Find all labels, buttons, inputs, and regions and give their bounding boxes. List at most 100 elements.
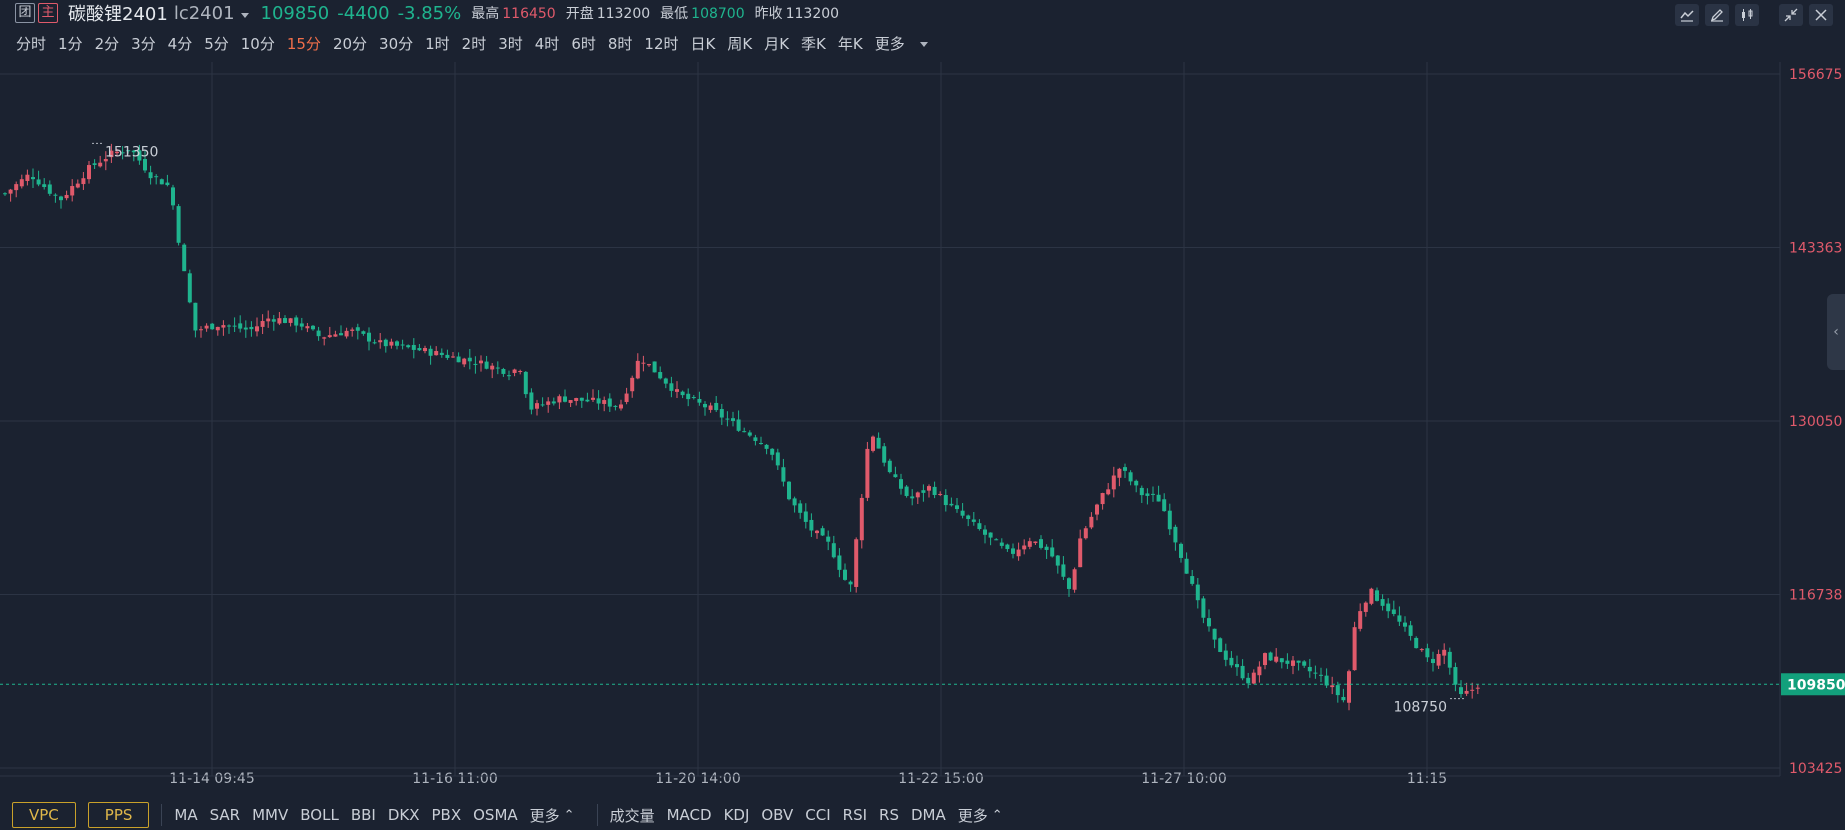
candle-body	[1117, 468, 1122, 478]
candle-body	[518, 371, 523, 373]
candle-body	[490, 365, 495, 370]
candle-body	[1100, 493, 1105, 505]
candle-body	[1375, 590, 1379, 601]
candle-body	[1201, 598, 1206, 618]
period-item[interactable]: 1分	[58, 34, 83, 53]
indicator-item[interactable]: OSMA	[473, 806, 518, 824]
candlestick-chart[interactable]: 156675 143363 130050 116738 103425 11-14 09:4…	[0, 62, 1845, 792]
vpc-tag[interactable]: VPC	[12, 802, 76, 828]
indicator-item[interactable]: KDJ	[723, 806, 750, 824]
open-label: 开盘	[565, 6, 594, 22]
draw-pen-icon[interactable]	[1705, 4, 1729, 26]
candle-body	[1291, 660, 1295, 666]
candle-body	[479, 360, 483, 364]
symbol-dropdown-icon[interactable]	[240, 12, 249, 18]
collapse-icon[interactable]	[1779, 4, 1803, 26]
candle-body	[826, 536, 831, 542]
period-item[interactable]: 5分	[204, 34, 229, 53]
candle-body	[1296, 660, 1301, 663]
candle-body	[983, 529, 987, 535]
symbol-name[interactable]: 碳酸锂2401	[68, 4, 168, 25]
period-item[interactable]: 6时	[571, 34, 596, 53]
candle-body	[1324, 675, 1329, 686]
candle-body	[249, 326, 254, 330]
candle-body	[1162, 499, 1167, 512]
period-item[interactable]: 30分	[379, 34, 414, 53]
candle-body	[344, 330, 349, 337]
indicator-item[interactable]: RS	[879, 806, 899, 824]
min-price-label: 108750	[1394, 700, 1447, 716]
pps-tag[interactable]: PPS	[87, 802, 150, 828]
period-item[interactable]: 分时	[16, 34, 47, 53]
period-item[interactable]: 8时	[607, 34, 633, 53]
period-item[interactable]: 4分	[167, 34, 193, 53]
indicator-item[interactable]: BBI	[350, 806, 376, 824]
more-dropdown-icon[interactable]	[919, 41, 928, 47]
indicator-item[interactable]: OBV	[761, 806, 794, 824]
line-chart-icon[interactable]	[1675, 4, 1699, 26]
candle-body	[1279, 658, 1284, 663]
indicator-item[interactable]: 成交量	[609, 806, 655, 825]
period-item[interactable]: 3分	[131, 34, 156, 53]
candle-body	[367, 332, 371, 342]
candle-body	[1095, 504, 1099, 515]
indicator-item[interactable]: DKX	[387, 806, 420, 824]
candle-body	[1184, 558, 1189, 574]
candle-body	[1475, 687, 1480, 689]
indicator-more[interactable]: 更多	[529, 806, 560, 825]
candle-body	[171, 187, 175, 206]
candle-body	[1016, 549, 1021, 557]
period-item[interactable]: 周K	[727, 34, 753, 53]
candlestick-icon[interactable]	[1735, 4, 1759, 26]
indicator-item[interactable]: SAR	[209, 806, 241, 824]
period-item[interactable]: 20分	[332, 34, 368, 53]
group-tag[interactable]: 团	[15, 3, 35, 23]
period-item[interactable]: 月K	[764, 34, 790, 53]
candle-body	[1246, 677, 1251, 684]
candle-body	[473, 363, 478, 365]
candle-body	[591, 397, 595, 400]
period-item[interactable]: 15分	[286, 34, 321, 53]
candle-body	[1380, 599, 1385, 606]
period-item[interactable]: 日K	[690, 34, 716, 53]
period-item[interactable]: 12时	[644, 34, 679, 53]
indicator-item[interactable]: PBX	[431, 806, 462, 824]
candle-body	[529, 392, 534, 410]
chevron-up-icon[interactable]: ⌃	[991, 807, 1003, 823]
indicator-item[interactable]: RSI	[842, 806, 868, 824]
candle-body	[613, 405, 618, 407]
chevron-up-icon[interactable]: ⌃	[563, 807, 575, 823]
period-item[interactable]: 年K	[837, 34, 863, 53]
period-item[interactable]: 3时	[498, 34, 523, 53]
period-item[interactable]: 季K	[801, 34, 826, 53]
candle-body	[462, 358, 467, 365]
candle-body	[708, 405, 713, 410]
period-item[interactable]: 2时	[461, 34, 487, 53]
candle-body	[999, 542, 1004, 546]
candle-body	[451, 356, 455, 358]
indicator-item[interactable]: MACD	[666, 806, 712, 824]
indicator-more[interactable]: 更多	[957, 806, 988, 825]
expand-panel-tab[interactable]: ‹	[1827, 294, 1845, 370]
candle-body	[747, 432, 752, 436]
period-item[interactable]: 10分	[240, 34, 275, 53]
candle-body	[635, 360, 640, 379]
period-item[interactable]: 4时	[534, 34, 560, 53]
period-item[interactable]: 2分	[94, 34, 120, 53]
main-contract-tag[interactable]: 主	[38, 3, 58, 23]
period-more[interactable]: 更多	[874, 34, 905, 53]
indicator-item[interactable]: BOLL	[300, 806, 339, 824]
symbol-code[interactable]: lc2401	[173, 2, 235, 24]
candle-body	[1302, 661, 1307, 666]
indicator-item[interactable]: DMA	[910, 806, 946, 824]
candle-body	[882, 446, 887, 463]
indicator-item[interactable]: MA	[174, 806, 198, 824]
indicator-item[interactable]: MMV	[252, 806, 289, 824]
candle-body	[3, 193, 7, 195]
candle-body	[574, 398, 579, 401]
candle-body	[1470, 689, 1475, 691]
close-icon[interactable]	[1809, 4, 1833, 26]
last-price: 109850	[260, 2, 330, 24]
period-item[interactable]: 1时	[425, 34, 450, 53]
indicator-item[interactable]: CCI	[805, 806, 831, 824]
